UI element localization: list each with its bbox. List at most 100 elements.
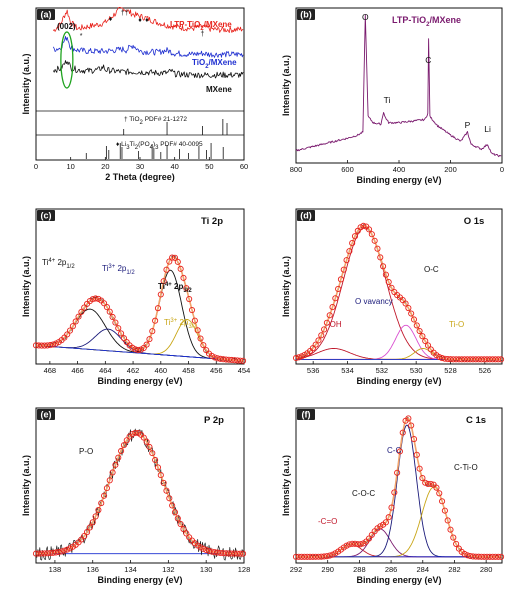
data-point [109, 469, 116, 476]
x-tick-label: 20 [101, 162, 109, 171]
data-point [191, 317, 198, 324]
x-tick-label: 534 [341, 366, 354, 375]
data-point [149, 450, 156, 457]
data-point [186, 296, 193, 303]
data-point [89, 296, 96, 303]
x-axis-label: Binding energy (eV) [356, 376, 441, 386]
data-point [41, 342, 48, 349]
data-point [200, 545, 207, 552]
data-point [157, 472, 164, 479]
data-point [163, 266, 170, 273]
peak-label-ti: Ti [384, 95, 391, 105]
x-tick-label: 128 [238, 565, 251, 574]
data-point [112, 461, 119, 468]
fit-component-c-o-c [296, 528, 502, 558]
x-tick-label: 400 [393, 165, 406, 174]
data-point [408, 422, 415, 429]
peak-label-o: O [362, 12, 369, 22]
x-tick-label: 284 [417, 565, 430, 574]
data-point [354, 541, 361, 548]
x-tick-label: 280 [480, 565, 493, 574]
plot-frame [295, 208, 503, 365]
data-point [410, 436, 418, 443]
fit-envelope [36, 432, 244, 555]
data-point [180, 274, 187, 281]
data-point [174, 515, 181, 522]
data-point [208, 352, 215, 360]
data-point [217, 549, 224, 556]
x-tick-label: 288 [353, 565, 366, 574]
x-tick-label: 130 [200, 565, 213, 574]
panel-b: (b) 800 600 400 200 0 Binding energy (eV) Inten… [281, 7, 504, 185]
data-point [346, 541, 353, 548]
data-point [337, 276, 344, 283]
data-point [152, 456, 159, 464]
data-point [143, 341, 150, 348]
y-axis-label: Intensity (a.u.) [21, 53, 31, 114]
data-point [340, 266, 347, 273]
data-point [329, 304, 336, 311]
peak-marker: † [125, 10, 129, 17]
data-point [360, 222, 367, 229]
data-point [315, 337, 322, 344]
x-tick-label: 286 [385, 565, 398, 574]
data-point [394, 469, 401, 476]
data-point [157, 291, 164, 298]
data-point [149, 328, 156, 335]
fit-component-c-c [296, 424, 502, 558]
panel-title: P 2p [204, 415, 224, 426]
y-axis-label: Intensity (a.u.) [21, 455, 31, 516]
panel-d: (d) 536 534 532 530 528 526 Binding energy (eV)… [281, 208, 505, 386]
data-point [237, 357, 244, 364]
data-point [225, 356, 232, 363]
y-axis-label: Intensity (a.u.) [281, 55, 291, 116]
data-point [377, 254, 384, 261]
panel-c: (c) 468 466 464 462 460 458 456 454 Binding energ… [21, 208, 250, 386]
data-point [237, 550, 244, 557]
data-point [66, 327, 74, 334]
data-point [228, 550, 235, 557]
data-point [163, 487, 170, 494]
data-point [120, 442, 127, 449]
panel-label-bg [297, 409, 315, 420]
data-point [396, 448, 403, 455]
data-point [135, 346, 142, 353]
x-tick-label: 528 [444, 366, 457, 375]
data-point [234, 550, 241, 557]
data-point [174, 258, 181, 265]
data-point [368, 231, 375, 238]
data-point [413, 451, 420, 458]
data-point [81, 533, 88, 540]
fit-envelope [296, 417, 502, 558]
data-point [444, 517, 451, 524]
peak-label-ti3-2p32: Ti3+ 2p3/2 [164, 318, 197, 330]
raw-spectrum [35, 255, 245, 363]
data-point [427, 480, 434, 487]
data-point [318, 332, 325, 339]
x-tick-label: 464 [99, 366, 112, 375]
data-point [169, 502, 176, 509]
data-point [346, 248, 353, 255]
data-point [160, 479, 167, 486]
data-point [123, 437, 130, 444]
data-point [382, 271, 389, 278]
x-tick-label: 60 [240, 162, 248, 171]
data-point [32, 550, 40, 557]
data-point [419, 333, 426, 340]
data-point [44, 342, 51, 349]
data-point [35, 342, 42, 349]
data-point [92, 513, 99, 520]
data-point [380, 263, 387, 270]
data-point [321, 553, 328, 560]
x-tick-label: 466 [71, 366, 84, 375]
x-axis-label: Binding energy (eV) [356, 575, 441, 585]
plot-frame [295, 7, 503, 164]
data-point [413, 322, 420, 329]
data-point [450, 534, 457, 541]
data-point [447, 526, 454, 533]
data-point [382, 519, 389, 526]
data-point [323, 553, 330, 560]
data-point [188, 307, 196, 314]
data-point [405, 415, 412, 422]
data-point [47, 550, 54, 557]
